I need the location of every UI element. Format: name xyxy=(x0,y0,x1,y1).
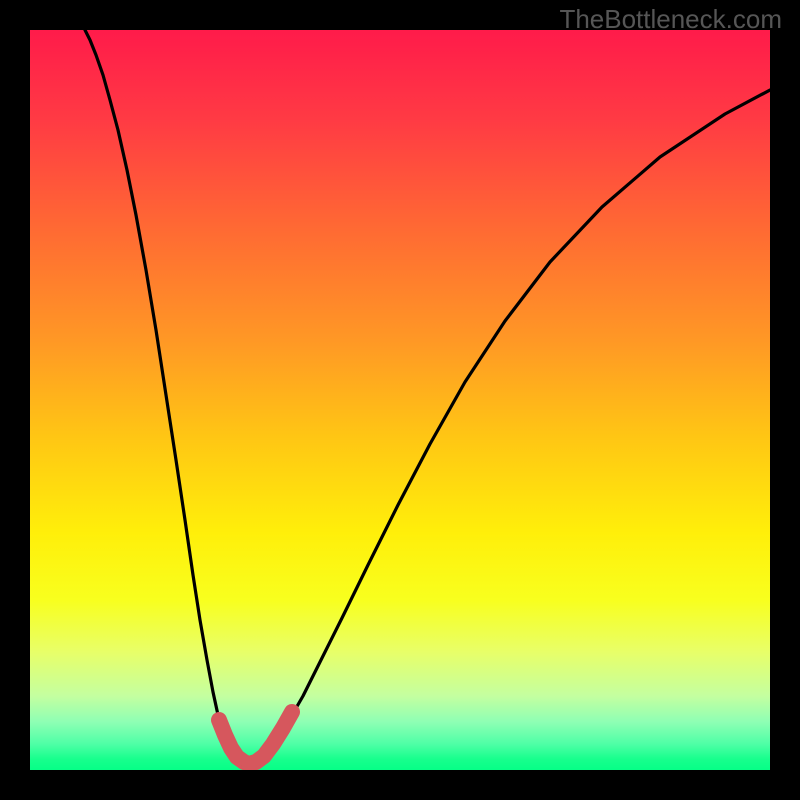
bottleneck-chart xyxy=(30,30,770,770)
watermark-text: TheBottleneck.com xyxy=(559,4,782,35)
chart-background xyxy=(30,30,770,770)
